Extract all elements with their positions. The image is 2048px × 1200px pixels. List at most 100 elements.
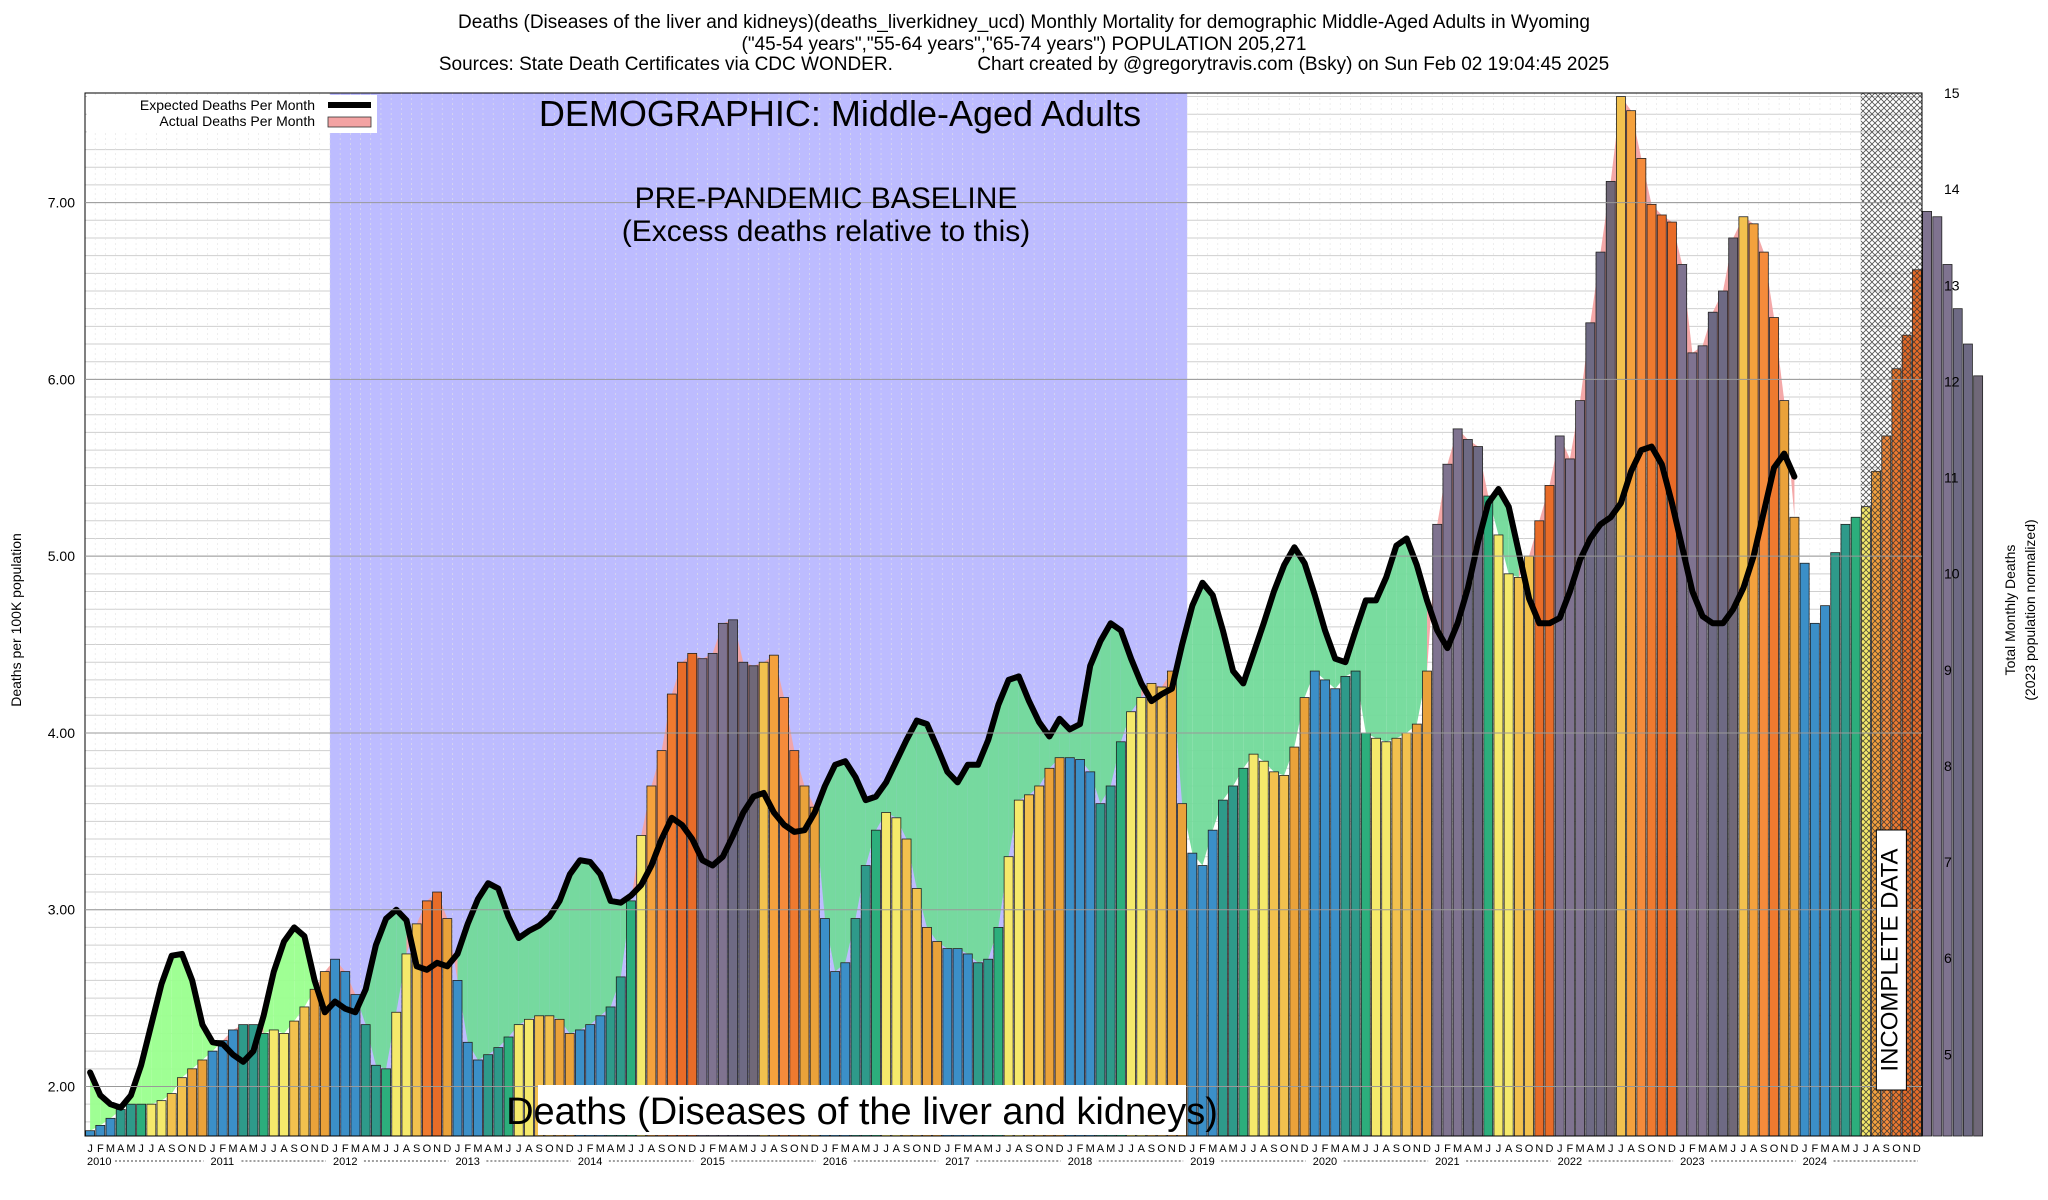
data-bar — [1442, 463, 1453, 1137]
data-bar — [156, 1100, 167, 1137]
month-tick-label: A — [729, 1143, 737, 1155]
month-tick-label: J — [1312, 1143, 1318, 1155]
data-bar — [1085, 771, 1096, 1137]
data-bar — [309, 988, 320, 1137]
month-tick-label: J — [506, 1143, 512, 1155]
data-bar — [166, 1093, 177, 1137]
data-bar — [1963, 343, 1973, 1137]
expected-actual-gap — [559, 874, 570, 1034]
y-tick-label: 2.00 — [48, 1079, 75, 1095]
month-tick-label: N — [1780, 1143, 1788, 1155]
data-bar — [1973, 375, 1984, 1137]
y2-tick-label: 5 — [1944, 1046, 1952, 1062]
month-tick-label: M — [126, 1143, 135, 1155]
year-tick-label: 2012 — [333, 1156, 357, 1168]
data-bar — [1779, 400, 1790, 1137]
data-bar — [1799, 562, 1810, 1137]
month-tick-label: J — [1679, 1143, 1685, 1155]
data-bar — [789, 750, 800, 1137]
month-tick-label: F — [587, 1143, 594, 1155]
month-tick-label: A — [1750, 1143, 1758, 1155]
data-bar — [646, 785, 657, 1137]
month-tick-label: D — [1913, 1143, 1921, 1155]
month-tick-label: N — [923, 1143, 931, 1155]
month-tick-label: J — [383, 1143, 389, 1155]
expected-actual-gap — [1233, 671, 1244, 786]
month-tick-label: M — [841, 1143, 850, 1155]
data-bar — [1289, 746, 1300, 1137]
month-tick-label: M — [739, 1143, 748, 1155]
month-tick-label: M — [1453, 1143, 1462, 1155]
month-tick-label: O — [1525, 1143, 1534, 1155]
month-tick-label: N — [1290, 1143, 1298, 1155]
month-tick-label: A — [770, 1143, 778, 1155]
month-tick-label: J — [394, 1143, 400, 1155]
data-bar — [1840, 523, 1851, 1137]
data-bar — [1718, 290, 1728, 1137]
month-tick-label: S — [1760, 1143, 1767, 1155]
data-bar — [1809, 622, 1820, 1137]
month-tick-label: D — [1178, 1143, 1186, 1155]
data-bar — [1524, 555, 1534, 1137]
data-bar — [1697, 345, 1708, 1137]
y-tick-label: 7.00 — [48, 195, 75, 211]
month-tick-label: F — [1322, 1143, 1329, 1155]
data-bar — [401, 953, 412, 1137]
y-tick-label: 5.00 — [48, 548, 75, 564]
data-bar — [391, 1011, 402, 1137]
month-tick-label: M — [1331, 1143, 1340, 1155]
month-tick-label: N — [188, 1143, 196, 1155]
data-bar — [299, 1006, 310, 1137]
expected-actual-gap — [977, 740, 989, 963]
month-tick-label: D — [811, 1143, 819, 1155]
year-label-bg — [1801, 1156, 1832, 1168]
y2-tick-label: 11 — [1944, 470, 1959, 486]
expected-actual-gap — [1273, 565, 1285, 776]
month-tick-label: D — [566, 1143, 574, 1155]
demographic-label: DEMOGRAPHIC: Middle-Aged Adults — [539, 93, 1141, 134]
month-tick-label: M — [1106, 1143, 1115, 1155]
month-tick-label: J — [822, 1143, 828, 1155]
expected-actual-gap — [539, 916, 550, 1016]
month-tick-label: J — [883, 1143, 889, 1155]
y2-tick-label: 12 — [1944, 373, 1960, 389]
month-tick-label: S — [1393, 1143, 1400, 1155]
month-tick-label: M — [1698, 1143, 1707, 1155]
data-bar — [1299, 697, 1310, 1137]
month-tick-label: O — [423, 1143, 432, 1155]
year-tick-label: 2016 — [823, 1156, 847, 1168]
month-tick-label: M — [351, 1143, 360, 1155]
data-bar — [1269, 771, 1279, 1137]
data-bar — [421, 900, 432, 1137]
month-tick-label: M — [1576, 1143, 1585, 1155]
month-tick-label: D — [198, 1143, 206, 1155]
month-tick-label: J — [1128, 1143, 1134, 1155]
expected-actual-gap — [498, 888, 509, 1048]
year-tick-label: 2017 — [945, 1156, 969, 1168]
data-bar — [779, 697, 789, 1137]
year-tick-label: 2015 — [700, 1156, 724, 1168]
y-axis-label-left: Deaths per 100K population — [8, 533, 24, 707]
data-bar — [462, 1041, 473, 1137]
data-bar — [1554, 435, 1565, 1137]
data-bar — [360, 1024, 371, 1137]
data-bar — [452, 980, 463, 1137]
month-tick-label: N — [311, 1143, 319, 1155]
expected-actual-gap — [579, 860, 591, 1030]
year-tick-label: 2013 — [455, 1156, 479, 1168]
month-tick-label: S — [1883, 1143, 1890, 1155]
month-tick-label: A — [1832, 1143, 1840, 1155]
month-tick-label: S — [1515, 1143, 1522, 1155]
data-bar — [1850, 516, 1861, 1137]
chart-sources-line: Sources: State Death Certificates via CD… — [438, 54, 1610, 75]
data-bar — [1605, 180, 1616, 1137]
year-label-bg — [1679, 1156, 1710, 1168]
expected-actual-gap — [988, 704, 999, 960]
data-bar — [197, 1059, 208, 1137]
expected-actual-gap — [477, 883, 489, 1060]
year-label-bg — [331, 1156, 362, 1168]
data-bar — [1044, 767, 1055, 1137]
bottom-caption-bg — [538, 1085, 1186, 1135]
expected-actual-gap — [365, 945, 376, 1066]
data-bar — [1248, 753, 1259, 1137]
